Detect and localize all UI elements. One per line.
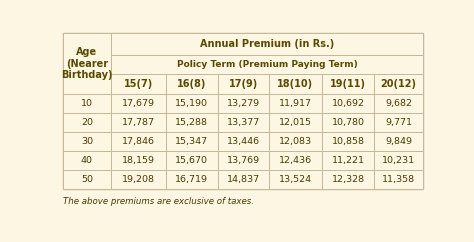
- Text: 50: 50: [81, 175, 93, 184]
- Text: 40: 40: [81, 156, 93, 165]
- Bar: [111, 151, 166, 170]
- Text: 15,670: 15,670: [175, 156, 208, 165]
- Text: 20(12): 20(12): [381, 79, 417, 89]
- Bar: [111, 170, 166, 189]
- Bar: [111, 94, 166, 113]
- Bar: [322, 170, 374, 189]
- Text: 12,436: 12,436: [279, 156, 312, 165]
- Bar: [218, 170, 269, 189]
- Text: 20: 20: [81, 118, 93, 127]
- Text: 19(11): 19(11): [330, 79, 366, 89]
- Bar: [63, 151, 111, 170]
- Bar: [63, 33, 111, 94]
- Text: 18(10): 18(10): [277, 79, 313, 89]
- Bar: [111, 132, 166, 151]
- Bar: [218, 113, 269, 132]
- Bar: [269, 170, 322, 189]
- Text: 13,769: 13,769: [227, 156, 260, 165]
- Text: 16,719: 16,719: [175, 175, 208, 184]
- Bar: [166, 94, 218, 113]
- Bar: [218, 132, 269, 151]
- Text: The above premiums are exclusive of taxes.: The above premiums are exclusive of taxe…: [63, 197, 254, 206]
- Text: 19,208: 19,208: [122, 175, 155, 184]
- Bar: [218, 74, 269, 94]
- Text: 12,083: 12,083: [279, 137, 312, 146]
- Bar: [322, 151, 374, 170]
- Text: Age
(Nearer
Birthday): Age (Nearer Birthday): [61, 47, 113, 80]
- Bar: [63, 33, 423, 189]
- Bar: [269, 94, 322, 113]
- Text: 15,190: 15,190: [175, 99, 208, 108]
- Bar: [374, 94, 423, 113]
- Bar: [111, 55, 423, 74]
- Text: 10,231: 10,231: [382, 156, 415, 165]
- Bar: [374, 132, 423, 151]
- Bar: [374, 170, 423, 189]
- Bar: [166, 74, 218, 94]
- Text: 11,221: 11,221: [332, 156, 365, 165]
- Text: 13,279: 13,279: [227, 99, 260, 108]
- Bar: [218, 151, 269, 170]
- Bar: [63, 113, 111, 132]
- Text: 17(9): 17(9): [228, 79, 258, 89]
- Bar: [111, 74, 166, 94]
- Text: 9,682: 9,682: [385, 99, 412, 108]
- Bar: [63, 94, 111, 113]
- Text: 15,347: 15,347: [175, 137, 208, 146]
- Text: 15(7): 15(7): [124, 79, 153, 89]
- Text: 13,446: 13,446: [227, 137, 260, 146]
- Text: 9,771: 9,771: [385, 118, 412, 127]
- Text: 10,858: 10,858: [332, 137, 365, 146]
- Bar: [63, 170, 111, 189]
- Text: 17,679: 17,679: [122, 99, 155, 108]
- Text: 13,524: 13,524: [279, 175, 312, 184]
- Bar: [374, 113, 423, 132]
- Bar: [269, 151, 322, 170]
- Bar: [218, 94, 269, 113]
- Text: 10: 10: [81, 99, 93, 108]
- Text: 11,917: 11,917: [279, 99, 312, 108]
- Text: 10,780: 10,780: [332, 118, 365, 127]
- Text: 11,358: 11,358: [382, 175, 415, 184]
- Text: Policy Term (Premium Paying Term): Policy Term (Premium Paying Term): [176, 60, 357, 68]
- Bar: [111, 113, 166, 132]
- Text: 16(8): 16(8): [177, 79, 206, 89]
- Bar: [322, 74, 374, 94]
- Bar: [269, 74, 322, 94]
- Bar: [166, 151, 218, 170]
- Bar: [322, 113, 374, 132]
- Text: 14,837: 14,837: [227, 175, 260, 184]
- Bar: [322, 94, 374, 113]
- Bar: [269, 132, 322, 151]
- Text: 12,015: 12,015: [279, 118, 312, 127]
- Bar: [63, 132, 111, 151]
- Text: 9,849: 9,849: [385, 137, 412, 146]
- Text: 18,159: 18,159: [122, 156, 155, 165]
- Text: Annual Premium (in Rs.): Annual Premium (in Rs.): [200, 39, 334, 49]
- Text: 15,288: 15,288: [175, 118, 208, 127]
- Bar: [374, 151, 423, 170]
- Bar: [166, 113, 218, 132]
- Bar: [166, 170, 218, 189]
- Bar: [111, 33, 423, 55]
- Text: 17,787: 17,787: [122, 118, 155, 127]
- Bar: [374, 74, 423, 94]
- Text: 13,377: 13,377: [227, 118, 260, 127]
- Bar: [166, 132, 218, 151]
- Text: 17,846: 17,846: [122, 137, 155, 146]
- Text: 30: 30: [81, 137, 93, 146]
- Text: 10,692: 10,692: [332, 99, 365, 108]
- Bar: [322, 132, 374, 151]
- Bar: [269, 113, 322, 132]
- Text: 12,328: 12,328: [331, 175, 365, 184]
